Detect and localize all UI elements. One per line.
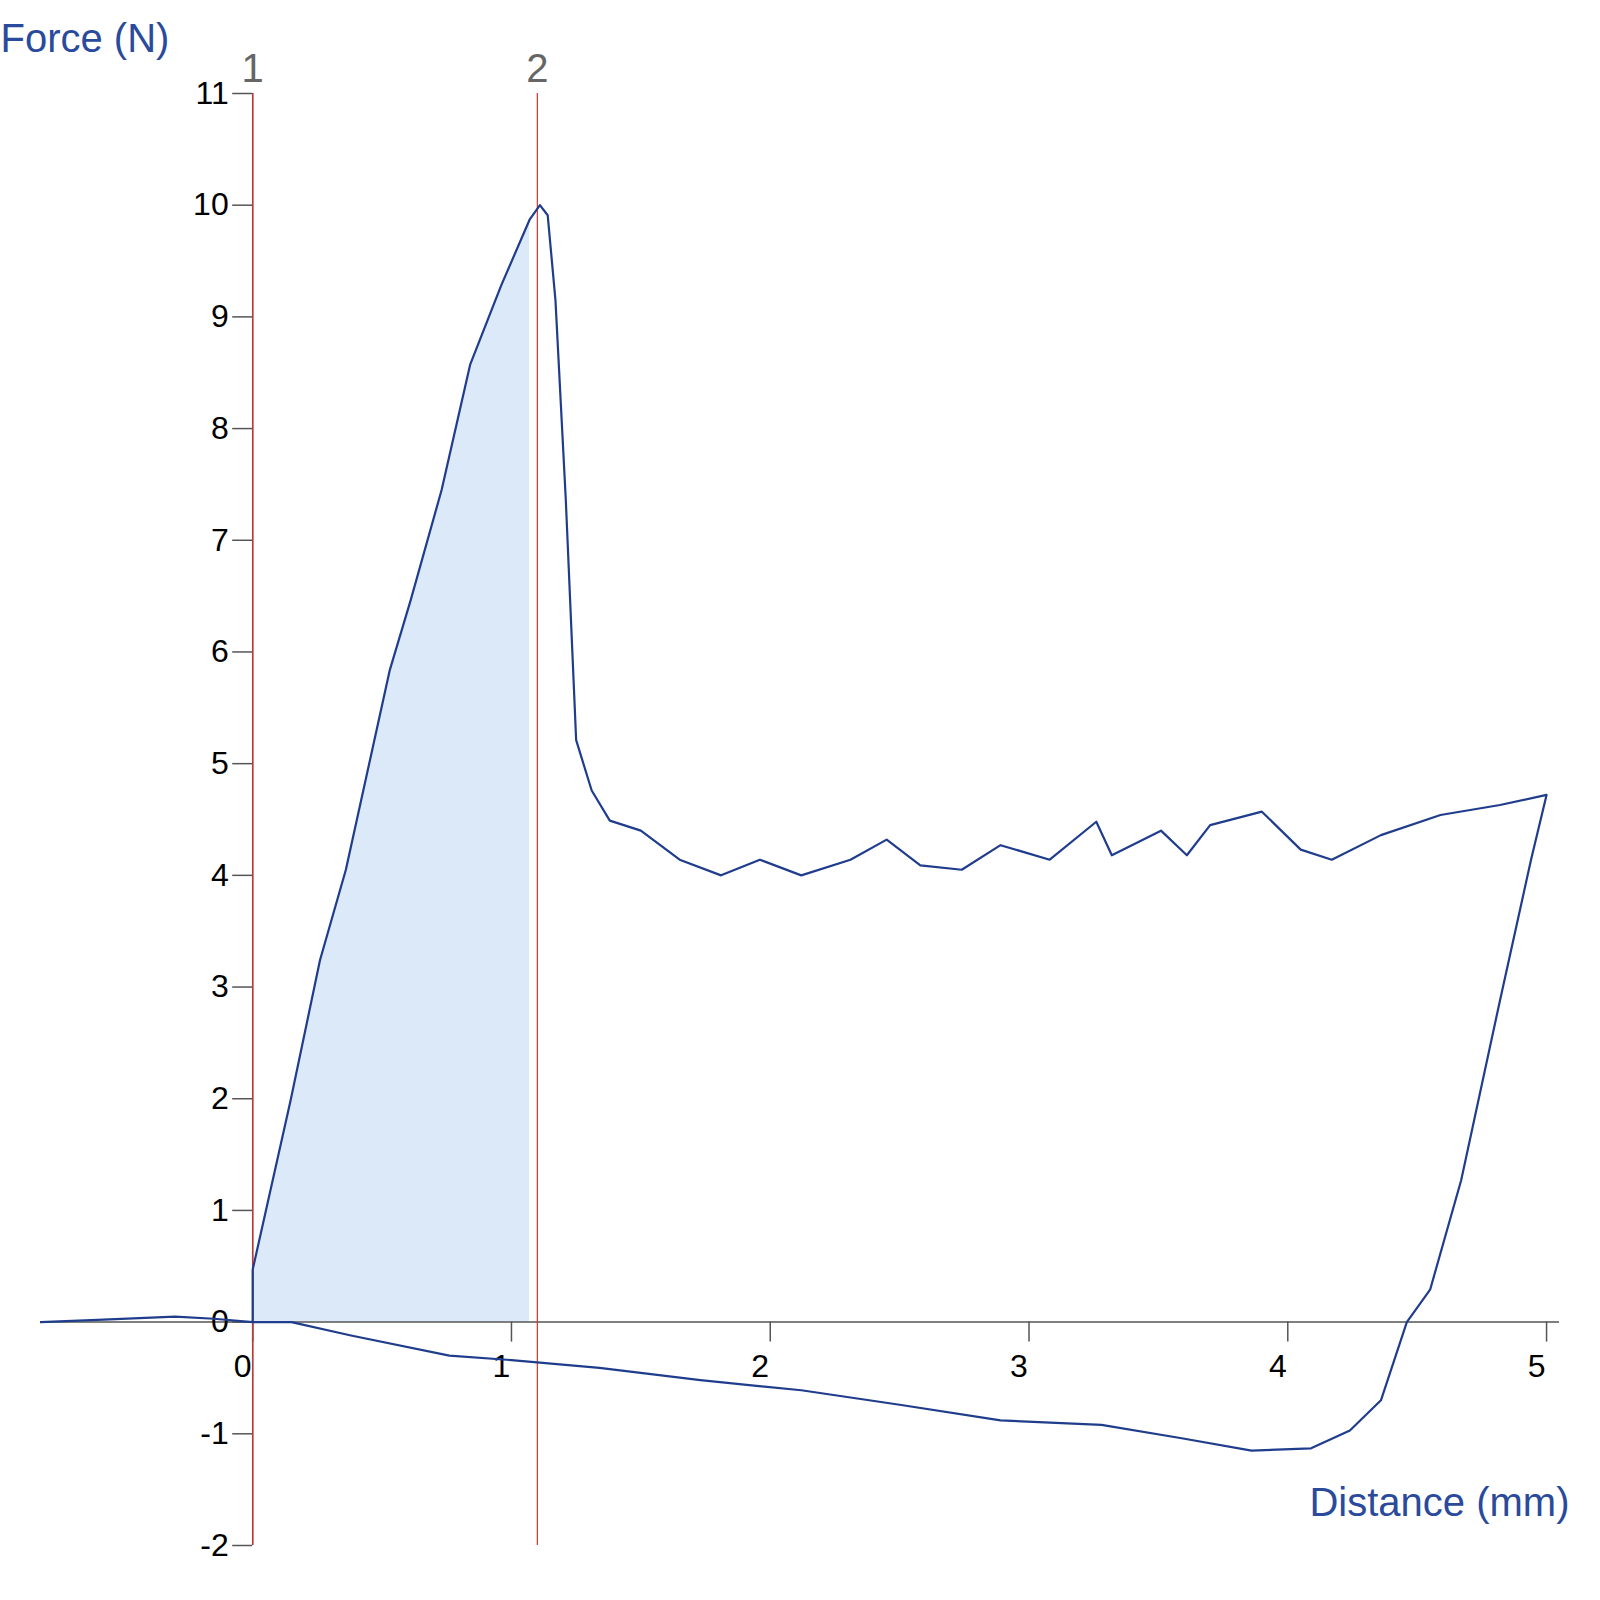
svg-text:3: 3 <box>211 968 229 1004</box>
svg-text:10: 10 <box>193 186 229 222</box>
svg-text:8: 8 <box>211 410 229 446</box>
svg-text:3: 3 <box>1010 1348 1028 1384</box>
svg-text:2: 2 <box>211 1080 229 1116</box>
svg-text:Distance (mm): Distance (mm) <box>1309 1480 1569 1524</box>
svg-text:5: 5 <box>1528 1348 1546 1384</box>
svg-text:-1: -1 <box>200 1415 228 1451</box>
svg-text:2: 2 <box>526 46 548 90</box>
svg-text:7: 7 <box>211 522 229 558</box>
svg-text:Force (N): Force (N) <box>1 16 170 60</box>
svg-text:9: 9 <box>211 298 229 334</box>
svg-text:1: 1 <box>211 1192 229 1228</box>
svg-text:2: 2 <box>751 1348 769 1384</box>
svg-text:0: 0 <box>234 1348 252 1384</box>
svg-text:11: 11 <box>195 75 228 111</box>
svg-text:5: 5 <box>211 745 229 781</box>
svg-text:1: 1 <box>242 46 264 90</box>
svg-text:-2: -2 <box>200 1527 228 1563</box>
svg-text:4: 4 <box>211 857 229 893</box>
svg-text:4: 4 <box>1269 1348 1287 1384</box>
svg-text:1: 1 <box>493 1348 511 1384</box>
svg-text:6: 6 <box>211 633 229 669</box>
svg-text:0: 0 <box>211 1303 229 1339</box>
